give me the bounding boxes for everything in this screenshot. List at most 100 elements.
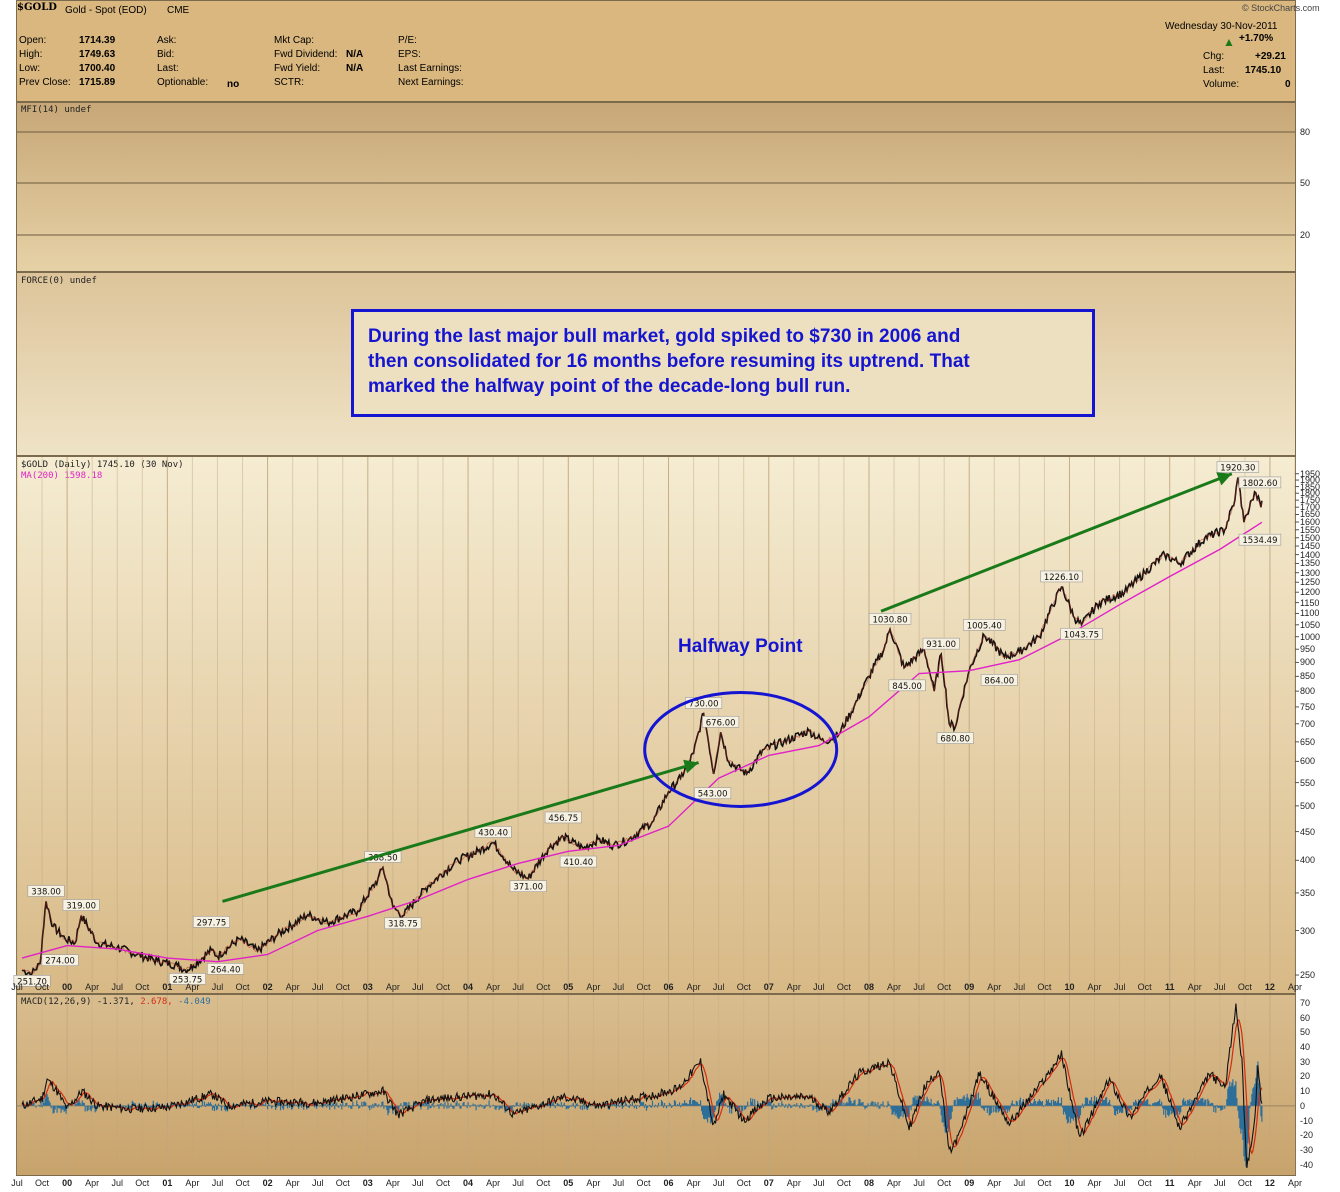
point-label-box (702, 715, 740, 728)
price-x-tick: Jul (1214, 982, 1226, 992)
symbol-name: Gold - Spot (EOD) (65, 5, 147, 16)
annotation-line-3: marked the halfway point of the decade-l… (368, 376, 851, 397)
ask-label: Ask: (157, 35, 177, 46)
point-label: 274.00 (45, 957, 75, 967)
price-x-tick: Oct (937, 982, 952, 992)
price-down-bars (21, 477, 1263, 974)
macd-x-tick: Apr (85, 1178, 100, 1188)
price-x-tick: Apr (285, 982, 300, 992)
price-x-tick: Jul (612, 982, 625, 992)
price-y-tick: 550 (1300, 777, 1316, 788)
macd-x-tick: Jul (913, 1178, 925, 1188)
price-x-tick: Apr (385, 982, 400, 992)
price-x-tick: 10 (1064, 982, 1075, 992)
fwd-yield-label: Fwd Yield: (274, 63, 321, 74)
price-x-tick: Oct (836, 982, 851, 992)
point-label-box (206, 963, 244, 975)
point-label: 251.70 (17, 977, 47, 987)
price-x-tick: Apr (887, 982, 902, 992)
price-x-tick: Jul (1013, 982, 1026, 992)
low-value: 1700.40 (79, 63, 116, 74)
point-label: 931.00 (926, 640, 956, 650)
macd-x-tick: 06 (663, 1178, 674, 1188)
point-label: 543.00 (698, 790, 728, 800)
macd-y-tick: 0 (1300, 1100, 1306, 1111)
open-label: Open: (19, 35, 47, 46)
macd-x-tick: Apr (1287, 1178, 1303, 1188)
point-label-box (1216, 461, 1260, 473)
price-y-tick: 1450 (1300, 541, 1321, 552)
point-label-box (963, 619, 1006, 631)
bid-label: Bid: (157, 49, 175, 60)
price-y-tick: 1300 (1300, 567, 1321, 578)
annotation-box: During the last major bull market, gold … (351, 309, 1095, 417)
macd-x-tick: Jul (512, 1178, 524, 1188)
point-label: 388.50 (368, 853, 398, 863)
macd-x-tick: Oct (736, 1178, 751, 1188)
macd-x-tick: Apr (285, 1178, 300, 1188)
watermark: © StockCharts.com (1242, 3, 1320, 13)
price-x-tick: Apr (1287, 982, 1303, 992)
trend-arrow-1 (222, 761, 700, 903)
optionable-value: no (227, 79, 240, 90)
price-x-tick: Oct (736, 982, 751, 992)
macd-y-tick: -40 (1300, 1159, 1314, 1170)
macd-x-tick: 09 (964, 1178, 975, 1188)
price-x-tick: Jul (712, 982, 725, 992)
prev-close-value: 1715.89 (79, 77, 116, 88)
price-y-tick: 350 (1300, 887, 1316, 898)
price-y-tick: 1000 (1300, 631, 1321, 642)
symbol: $GOLD (17, 2, 57, 13)
price-x-tick: Oct (1137, 982, 1152, 992)
open-value: 1714.39 (79, 35, 116, 46)
point-label-box (980, 674, 1018, 686)
point-label-box (474, 826, 512, 838)
price-x-tick: 03 (362, 982, 373, 992)
point-label: 338.00 (31, 887, 61, 897)
macd-y-tick: 50 (1300, 1027, 1311, 1038)
pe-label: P/E: (398, 35, 417, 46)
price-line (21, 477, 1263, 980)
macd-y-tick: -10 (1300, 1115, 1314, 1126)
price-y-tick: 1900 (1300, 475, 1321, 486)
price-y-tick: 950 (1300, 644, 1316, 655)
point-label: 1030.80 (872, 615, 907, 625)
point-label-box (509, 880, 547, 893)
macd-y-tick: 30 (1300, 1056, 1311, 1067)
macd-x-tick: Apr (185, 1178, 200, 1188)
point-label-box (544, 811, 582, 824)
quote-header: $GOLD Gold - Spot (EOD) CME Open: 1714.3… (16, 0, 1296, 102)
price-y-tick: 500 (1300, 800, 1316, 811)
ma-label: MA(200) 1598.18 (21, 471, 103, 481)
macd-x-tick: Apr (686, 1178, 701, 1188)
macd-x-tick: 12 (1264, 1178, 1275, 1188)
price-x-tick: Apr (786, 982, 801, 992)
price-x-tick: 00 (62, 982, 73, 992)
point-label-box (168, 973, 206, 985)
point-label-box (62, 899, 100, 911)
point-label-box (1060, 627, 1103, 640)
point-label-box (922, 637, 960, 650)
macd-x-tick: Oct (937, 1178, 952, 1188)
annotation-line-1: During the last major bull market, gold … (368, 326, 961, 347)
price-x-tick: Apr (1087, 982, 1102, 992)
macd-x-tick: Oct (1037, 1178, 1052, 1188)
point-label: 1043.75 (1064, 630, 1099, 640)
price-x-tick: 07 (763, 982, 774, 992)
price-x-tick: 12 (1264, 982, 1275, 992)
price-y-tick: 1200 (1300, 587, 1321, 598)
quote-date: Wednesday 30-Nov-2011 (1165, 21, 1278, 32)
macd-x-tick: Jul (11, 1178, 23, 1188)
price-x-tick: 06 (663, 982, 674, 992)
price-y-tick: 1950 (1300, 468, 1321, 479)
trend-arrow-2 (880, 472, 1233, 613)
price-x-tick: Oct (35, 982, 50, 992)
chg-value: +29.21 (1255, 51, 1286, 62)
macd-signal-line (21, 1019, 1263, 1155)
price-x-tick: 05 (563, 982, 574, 992)
macd-x-tick: Oct (135, 1178, 150, 1188)
last-price-value: 1745.10 (1245, 65, 1282, 76)
macd-x-tick: 01 (162, 1178, 173, 1188)
price-x-tick: Jul (211, 982, 224, 992)
point-label-box (694, 787, 732, 800)
